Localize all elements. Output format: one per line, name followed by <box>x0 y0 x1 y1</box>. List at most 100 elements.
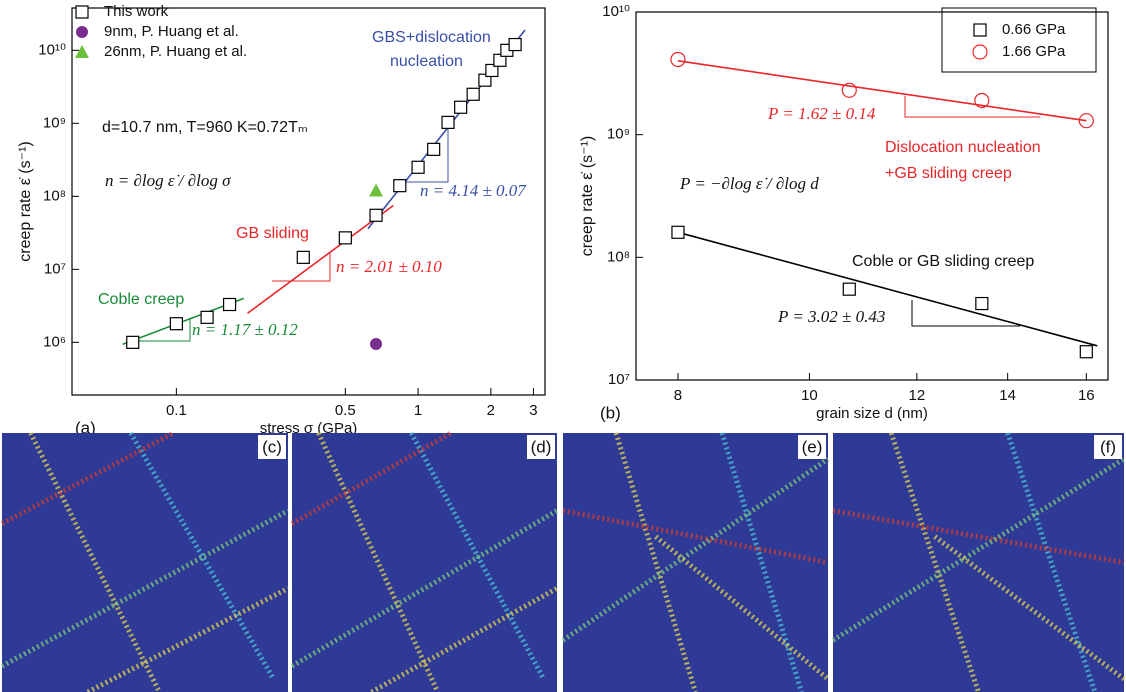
marker-square <box>169 317 183 331</box>
marker-square <box>393 179 407 193</box>
marker-circle <box>670 51 686 68</box>
annotation: nucleation <box>390 53 463 70</box>
y-axis-label: creep rate ε̇ (s⁻¹) <box>579 136 596 257</box>
annotation: P = 1.62 ± 0.14 <box>767 104 876 123</box>
marker-square <box>222 297 237 312</box>
legend-label: 1.66 GPa <box>1002 43 1066 60</box>
grain-boundary <box>0 508 290 669</box>
panel-label: (a) <box>75 418 96 437</box>
grain-boundary <box>0 430 175 526</box>
md-snapshot: (c) <box>0 430 290 692</box>
y-tick-label: 10⁹ <box>607 126 630 143</box>
grain-boundary <box>562 508 829 565</box>
legend-label: 0.66 GPa <box>1002 21 1066 38</box>
panel-label: (d) <box>531 437 552 456</box>
annotation: Dislocation nucleation <box>885 139 1041 156</box>
marker-square <box>126 335 140 349</box>
y-tick-label: 10⁸ <box>43 187 66 204</box>
md-snapshot: (d) <box>290 430 559 692</box>
y-tick-label: 10⁷ <box>44 260 66 277</box>
grain-boundary <box>28 431 162 692</box>
marker-square <box>508 37 522 52</box>
md-snapshot: (e) <box>561 432 830 692</box>
legend-label: This work <box>104 3 169 20</box>
grain-boundary <box>290 508 559 669</box>
fit-line <box>677 60 1087 122</box>
marker-square <box>75 5 89 19</box>
panel-label: (e) <box>802 437 823 456</box>
y-tick-label: 10⁶ <box>43 333 66 350</box>
panel-label-bg <box>798 435 826 459</box>
marker-square <box>1079 345 1093 359</box>
grain-boundary <box>1005 432 1098 692</box>
panel-label-bg <box>1094 435 1122 459</box>
panel-label-bg <box>527 435 555 459</box>
marker-square <box>973 23 987 37</box>
x-tick-label: 0.1 <box>166 402 187 419</box>
marker-square <box>427 142 441 156</box>
y-tick-label: 10⁸ <box>607 248 630 265</box>
x-tick-label: 16 <box>1078 387 1095 404</box>
x-tick-label: 3 <box>529 402 537 419</box>
x-tick-label: 8 <box>674 387 682 404</box>
annotation: GBS+dislocation <box>372 29 491 46</box>
marker-square <box>441 115 455 129</box>
snapshot-bg <box>833 433 1124 692</box>
grain-boundary <box>654 534 830 681</box>
x-tick-label: 1 <box>414 402 422 419</box>
snapshot-bg <box>2 433 288 692</box>
marker-square <box>200 310 214 324</box>
annotation: +GB sliding creep <box>885 165 1012 182</box>
grain-boundary <box>719 432 804 692</box>
plot-frame <box>71 7 546 396</box>
md-snapshot: (f) <box>831 432 1126 692</box>
legend-label: 9nm, P. Huang et al. <box>104 23 239 40</box>
annotation: n = 2.01 ± 0.10 <box>336 257 442 276</box>
grain-boundary <box>290 430 453 526</box>
grain-boundary <box>831 456 1126 643</box>
annotation: d=10.7 nm, T=960 K=0.72Tₘ <box>102 119 308 136</box>
marker-circle <box>974 92 990 109</box>
marker-square <box>493 53 507 67</box>
annotation: Coble or GB sliding creep <box>852 253 1034 270</box>
x-tick-label: 0.5 <box>335 402 356 419</box>
annotation: P = −∂log ε̇ / ∂log d <box>679 174 819 193</box>
grain-boundary <box>561 456 830 643</box>
marker-square <box>454 100 468 114</box>
annotation: n = ∂log ε̇ / ∂log σ <box>105 171 231 190</box>
marker-circle <box>1078 113 1094 129</box>
marker-square <box>485 63 499 78</box>
panel-label: (b) <box>600 403 621 422</box>
y-tick-label: 10⁷ <box>608 371 630 388</box>
marker-square <box>466 87 480 101</box>
grain-boundary <box>888 432 981 692</box>
x-tick-label: 2 <box>487 402 495 419</box>
marker-square <box>478 73 492 87</box>
annotation: P = 3.02 ± 0.43 <box>777 307 885 326</box>
marker-square <box>338 231 352 245</box>
marker-square <box>296 250 310 264</box>
y-axis-label: creep rate ε̇ (s⁻¹) <box>17 141 34 262</box>
grain-boundary <box>832 508 1125 565</box>
grain-boundary <box>613 432 698 692</box>
marker-square <box>842 282 856 296</box>
legend-label: 26nm, P. Huang et al. <box>104 43 247 60</box>
panel-label: (f) <box>1100 437 1116 456</box>
marker-triangle <box>75 45 89 58</box>
plot-frame <box>635 11 1109 381</box>
x-tick-label: 14 <box>999 387 1016 404</box>
annotation: n = 1.17 ± 0.12 <box>192 320 298 339</box>
grain-boundary <box>370 586 559 692</box>
x-axis-label: stress σ (GPa) <box>260 420 358 437</box>
y-tick-label: 10¹⁰ <box>38 41 66 58</box>
y-tick-label: 10⁹ <box>43 114 66 131</box>
panel-label-bg <box>258 435 286 459</box>
marker-circle <box>972 44 988 60</box>
legend-box <box>941 7 1097 73</box>
grain-boundary <box>409 431 546 681</box>
annotation: Coble creep <box>98 291 184 308</box>
marker-dot <box>370 337 383 350</box>
fit-line <box>677 231 1098 347</box>
marker-square <box>975 296 989 311</box>
snapshot-bg <box>292 433 557 692</box>
